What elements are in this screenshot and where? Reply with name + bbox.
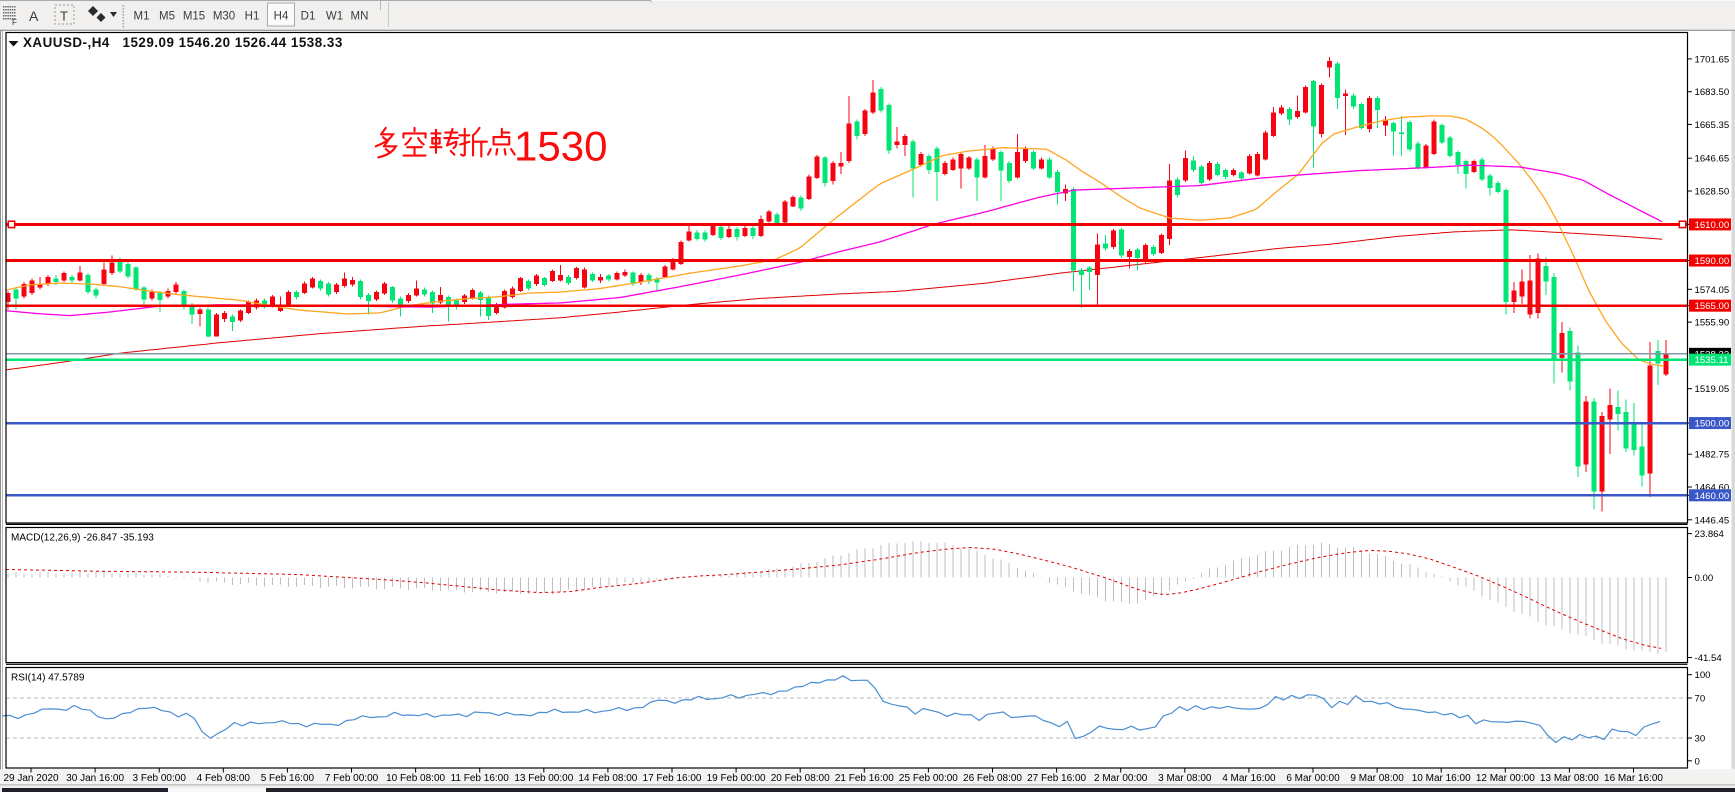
svg-text:1590.00: 1590.00 [1695, 256, 1730, 267]
svg-text:M5: M5 [159, 11, 175, 23]
svg-text:1530: 1530 [514, 123, 607, 170]
svg-text:F: F [12, 18, 17, 27]
svg-text:1701.65: 1701.65 [1695, 54, 1730, 65]
svg-text:1446.45: 1446.45 [1695, 515, 1730, 526]
svg-text:1500.00: 1500.00 [1695, 419, 1730, 430]
svg-text:1574.05: 1574.05 [1695, 285, 1730, 296]
svg-text:0.00: 0.00 [1695, 573, 1714, 584]
svg-text:12 Mar 00:00: 12 Mar 00:00 [1476, 773, 1535, 784]
svg-text:1460.00: 1460.00 [1695, 491, 1730, 502]
svg-text:13 Feb 00:00: 13 Feb 00:00 [514, 773, 573, 784]
svg-text:21 Feb 16:00: 21 Feb 16:00 [835, 773, 894, 784]
svg-text:30 Jan 16:00: 30 Jan 16:00 [66, 773, 124, 784]
svg-text:1482.75: 1482.75 [1695, 450, 1730, 461]
svg-text:A: A [29, 8, 39, 24]
svg-text:1565.00: 1565.00 [1695, 301, 1730, 312]
svg-text:10 Mar 16:00: 10 Mar 16:00 [1412, 773, 1471, 784]
svg-text:25 Feb 00:00: 25 Feb 00:00 [899, 773, 958, 784]
svg-text:70: 70 [1695, 694, 1706, 705]
svg-text:H4: H4 [274, 11, 289, 23]
svg-text:6 Mar 00:00: 6 Mar 00:00 [1286, 773, 1340, 784]
svg-text:4 Feb 08:00: 4 Feb 08:00 [197, 773, 251, 784]
svg-text:0: 0 [1695, 756, 1700, 767]
svg-text:T: T [60, 9, 68, 24]
svg-text:M30: M30 [213, 11, 235, 23]
svg-text:1665.35: 1665.35 [1695, 120, 1730, 131]
svg-text:30: 30 [1695, 734, 1706, 745]
svg-text:3 Mar 08:00: 3 Mar 08:00 [1158, 773, 1212, 784]
svg-text:2 Mar 00:00: 2 Mar 00:00 [1094, 773, 1148, 784]
svg-text:16 Mar 16:00: 16 Mar 16:00 [1604, 773, 1663, 784]
svg-text:7 Feb 00:00: 7 Feb 00:00 [325, 773, 379, 784]
svg-text:100: 100 [1695, 670, 1711, 681]
svg-text:H1: H1 [245, 11, 260, 23]
svg-text:D1: D1 [301, 11, 316, 23]
svg-text:9 Mar 08:00: 9 Mar 08:00 [1350, 773, 1404, 784]
svg-text:3 Feb 00:00: 3 Feb 00:00 [133, 773, 187, 784]
svg-text:XAUUSD-,H4 1529.09 1546.20 1: XAUUSD-,H4 1529.09 1546.20 1526.44 1538.… [23, 35, 343, 50]
svg-text:17 Feb 16:00: 17 Feb 16:00 [643, 773, 702, 784]
svg-text:23.864: 23.864 [1695, 529, 1725, 540]
svg-text:M1: M1 [134, 11, 150, 23]
svg-text:1610.00: 1610.00 [1695, 220, 1730, 231]
svg-text:5 Feb 16:00: 5 Feb 16:00 [261, 773, 315, 784]
svg-text:1555.90: 1555.90 [1695, 318, 1730, 329]
svg-text:4 Mar 16:00: 4 Mar 16:00 [1222, 773, 1276, 784]
svg-text:1628.50: 1628.50 [1695, 187, 1730, 198]
svg-text:1519.05: 1519.05 [1695, 384, 1730, 395]
svg-text:14 Feb 08:00: 14 Feb 08:00 [578, 773, 637, 784]
svg-text:W1: W1 [326, 11, 343, 23]
svg-text:20 Feb 08:00: 20 Feb 08:00 [771, 773, 830, 784]
svg-text:27 Feb 16:00: 27 Feb 16:00 [1027, 773, 1086, 784]
svg-text:RSI(14) 47.5789: RSI(14) 47.5789 [11, 673, 85, 684]
svg-text:M15: M15 [183, 11, 205, 23]
svg-text:MACD(12,26,9) -26.847 -35.193: MACD(12,26,9) -26.847 -35.193 [11, 533, 154, 544]
svg-text:-41.54: -41.54 [1695, 653, 1723, 664]
svg-text:MN: MN [351, 11, 369, 23]
svg-text:1535.11: 1535.11 [1695, 355, 1729, 366]
svg-text:11 Feb 16:00: 11 Feb 16:00 [451, 773, 510, 784]
svg-text:29 Jan 2020: 29 Jan 2020 [3, 773, 58, 784]
svg-text:26 Feb 08:00: 26 Feb 08:00 [963, 773, 1022, 784]
svg-text:13 Mar 08:00: 13 Mar 08:00 [1540, 773, 1599, 784]
svg-text:1646.65: 1646.65 [1695, 154, 1730, 165]
svg-text:1464.60: 1464.60 [1695, 483, 1730, 494]
svg-text:10 Feb 08:00: 10 Feb 08:00 [386, 773, 445, 784]
svg-text:19 Feb 00:00: 19 Feb 00:00 [707, 773, 766, 784]
svg-text:1683.50: 1683.50 [1695, 87, 1730, 98]
